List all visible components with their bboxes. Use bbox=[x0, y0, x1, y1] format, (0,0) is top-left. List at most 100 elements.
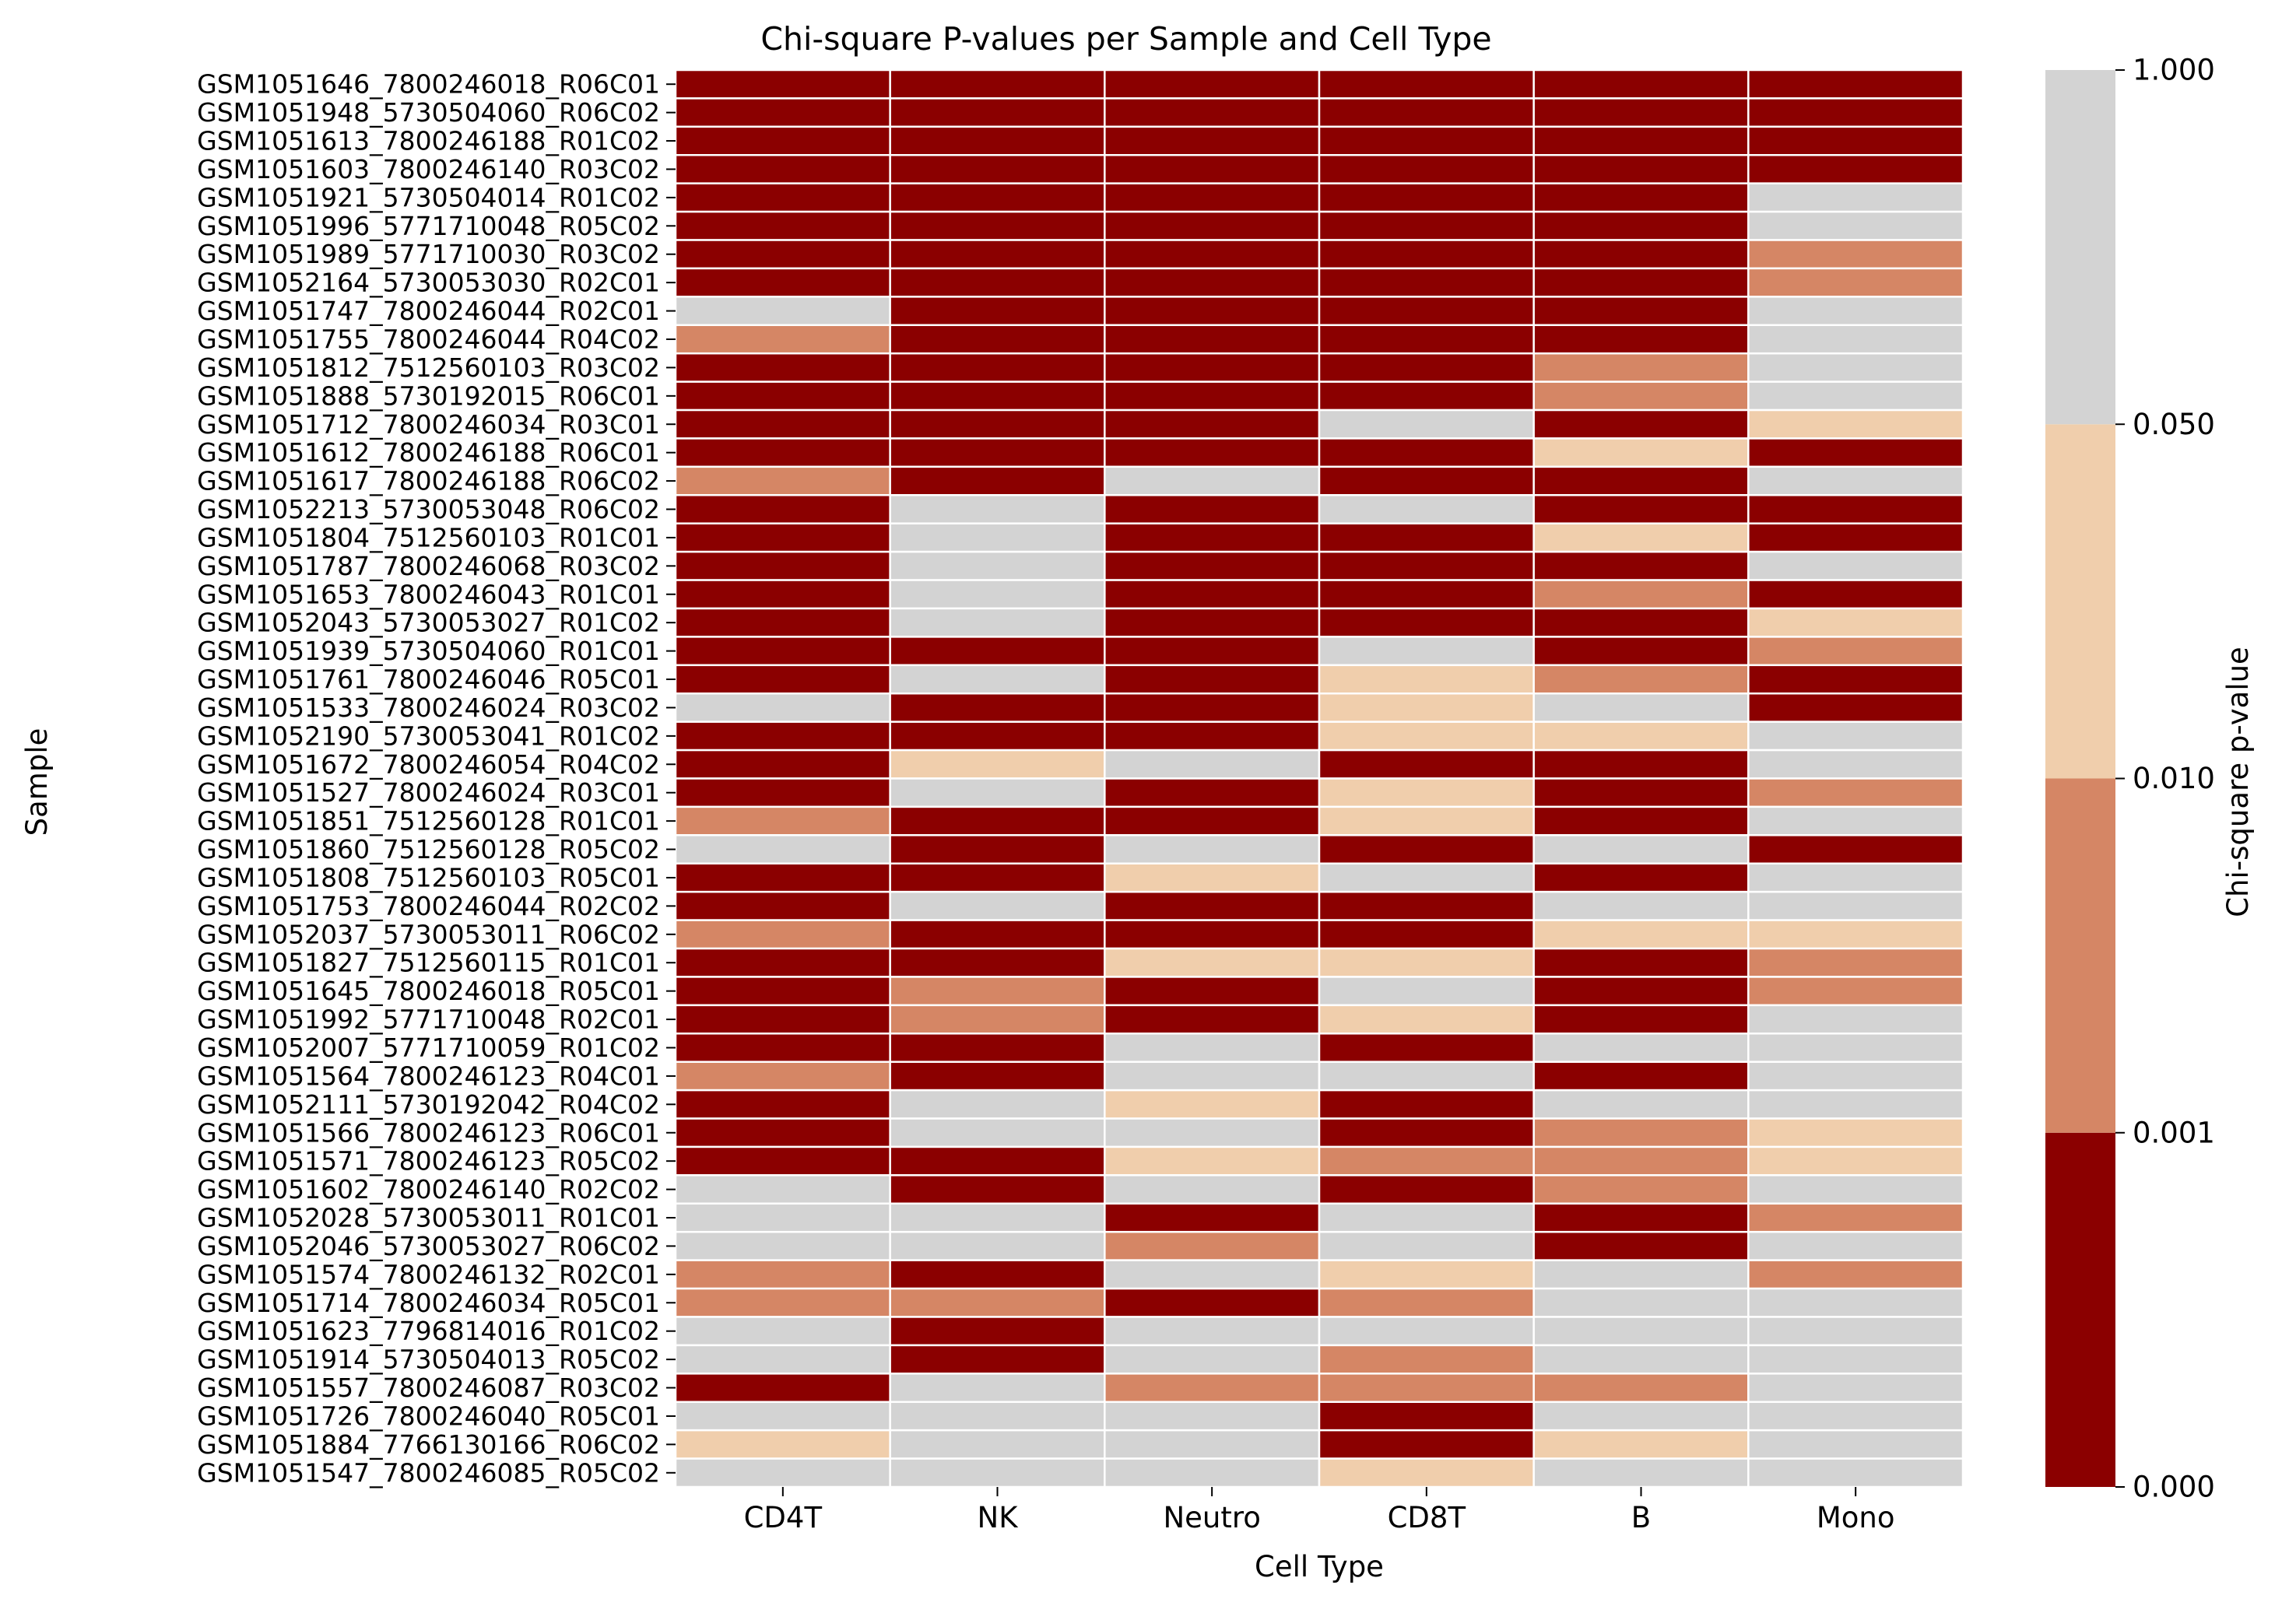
heatmap-cell bbox=[1318, 296, 1535, 327]
heatmap-cell bbox=[1532, 1259, 1750, 1290]
heatmap-cell bbox=[674, 805, 891, 836]
row-label: GSM1051613_7800246188_R01C02 bbox=[197, 126, 660, 156]
heatmap-cell bbox=[674, 1401, 891, 1432]
heatmap-cell bbox=[1318, 579, 1535, 610]
heatmap-cell bbox=[674, 154, 891, 184]
heatmap-cell bbox=[1104, 1061, 1321, 1092]
heatmap-cell bbox=[1318, 1089, 1535, 1120]
heatmap-cell bbox=[674, 777, 891, 808]
heatmap-cell bbox=[1318, 409, 1535, 440]
row-label: GSM1051812_7512560103_R03C02 bbox=[197, 352, 660, 383]
heatmap-cell bbox=[1532, 239, 1750, 270]
colorbar-tick-label: 0.000 bbox=[2133, 1471, 2215, 1504]
heatmap-cell bbox=[889, 636, 1106, 667]
x-axis-label: Cell Type bbox=[1255, 1550, 1384, 1583]
heatmap-cell bbox=[1104, 182, 1321, 213]
row-label: GSM1052007_5771710059_R01C02 bbox=[197, 1033, 660, 1063]
heatmap-cell bbox=[1104, 805, 1321, 836]
row-label: GSM1051888_5730192015_R06C01 bbox=[197, 380, 660, 411]
row-label: GSM1051574_7800246132_R02C01 bbox=[197, 1259, 660, 1289]
heatmap-cell bbox=[889, 494, 1106, 524]
row-label: GSM1051939_5730504060_R01C01 bbox=[197, 636, 660, 666]
heatmap-cell bbox=[1532, 210, 1750, 241]
heatmap-cell bbox=[674, 890, 891, 921]
heatmap-cell bbox=[1747, 805, 1964, 836]
heatmap-cell bbox=[1747, 664, 1964, 695]
heatmap-cell bbox=[1532, 494, 1750, 524]
row-label: GSM1051712_7800246034_R03C01 bbox=[197, 409, 660, 440]
heatmap-cell bbox=[889, 1373, 1106, 1403]
heatmap-cell bbox=[889, 1033, 1106, 1063]
heatmap-cell bbox=[1104, 862, 1321, 893]
heatmap-cell bbox=[1104, 777, 1321, 808]
heatmap-cell bbox=[889, 805, 1106, 836]
heatmap-cell bbox=[674, 1287, 891, 1318]
heatmap-cell bbox=[674, 68, 891, 100]
heatmap-cell bbox=[889, 1202, 1106, 1233]
heatmap-cell bbox=[889, 210, 1106, 241]
heatmap-cell bbox=[1318, 210, 1535, 241]
heatmap-cell bbox=[1532, 607, 1750, 638]
heatmap-cell bbox=[889, 324, 1106, 355]
heatmap-cell bbox=[1747, 1230, 1964, 1261]
heatmap-cell bbox=[1747, 862, 1964, 893]
heatmap-cell bbox=[1532, 1174, 1750, 1205]
row-label: GSM1051714_7800246034_R05C01 bbox=[197, 1288, 660, 1318]
heatmap-cell bbox=[1747, 919, 1964, 950]
heatmap-cell bbox=[1532, 1287, 1750, 1318]
heatmap-cell bbox=[1104, 976, 1321, 1007]
heatmap-cell bbox=[1318, 97, 1535, 128]
heatmap-cell bbox=[1747, 947, 1964, 978]
row-label: GSM1051992_5771710048_R02C01 bbox=[197, 1005, 660, 1035]
heatmap-cell bbox=[1318, 267, 1535, 298]
heatmap-cell bbox=[1532, 1145, 1750, 1176]
heatmap-cell bbox=[889, 1316, 1106, 1347]
heatmap-cell bbox=[674, 550, 891, 581]
heatmap-cell bbox=[1104, 239, 1321, 270]
heatmap-cell bbox=[1532, 1004, 1750, 1035]
heatmap-cell bbox=[889, 664, 1106, 695]
heatmap-cell bbox=[1747, 182, 1964, 213]
heatmap-cell bbox=[1318, 1401, 1535, 1432]
heatmap-cell bbox=[1318, 1117, 1535, 1148]
heatmap-cell bbox=[1104, 437, 1321, 468]
heatmap-cell bbox=[1747, 749, 1964, 780]
heatmap-cell bbox=[889, 437, 1106, 468]
heatmap-cell bbox=[889, 296, 1106, 327]
heatmap-cell bbox=[1318, 1230, 1535, 1261]
heatmap-cell bbox=[889, 1259, 1106, 1290]
heatmap-cell bbox=[1747, 1202, 1964, 1233]
heatmap-cell bbox=[889, 182, 1106, 213]
heatmap-cell bbox=[889, 692, 1106, 723]
heatmap-cell bbox=[1318, 68, 1535, 100]
heatmap-cell bbox=[889, 1401, 1106, 1432]
heatmap-cell bbox=[1747, 1429, 1964, 1460]
heatmap-cell bbox=[889, 550, 1106, 581]
heatmap-cell bbox=[1104, 352, 1321, 383]
heatmap-cell bbox=[1104, 947, 1321, 978]
row-label: GSM1052043_5730053027_R01C02 bbox=[197, 608, 660, 638]
row-label: GSM1051726_7800246040_R05C01 bbox=[197, 1401, 660, 1431]
heatmap-cell bbox=[1532, 409, 1750, 440]
heatmap-cell bbox=[674, 1089, 891, 1120]
heatmap-cell bbox=[674, 352, 891, 383]
colorbar-tick-label: 0.001 bbox=[2133, 1116, 2215, 1149]
row-label: GSM1051884_7766130166_R06C02 bbox=[197, 1429, 660, 1460]
heatmap-cell bbox=[1747, 1457, 1964, 1489]
row-label: GSM1052037_5730053011_R06C02 bbox=[197, 919, 660, 949]
heatmap-cell bbox=[1104, 97, 1321, 128]
heatmap-cell bbox=[1104, 692, 1321, 723]
heatmap-cell bbox=[1747, 1259, 1964, 1290]
heatmap-cell bbox=[1104, 1457, 1321, 1489]
heatmap-cell bbox=[889, 1145, 1106, 1176]
row-label: GSM1051860_7512560128_R05C02 bbox=[197, 834, 660, 864]
heatmap-cell bbox=[1318, 1033, 1535, 1063]
heatmap-cell bbox=[1104, 1373, 1321, 1403]
heatmap-cell bbox=[1532, 636, 1750, 667]
heatmap-cell bbox=[1104, 1145, 1321, 1176]
heatmap-cell bbox=[674, 607, 891, 638]
column-label: B bbox=[1631, 1501, 1651, 1534]
row-label: GSM1051747_7800246044_R02C01 bbox=[197, 296, 660, 326]
heatmap-cell bbox=[1318, 465, 1535, 496]
